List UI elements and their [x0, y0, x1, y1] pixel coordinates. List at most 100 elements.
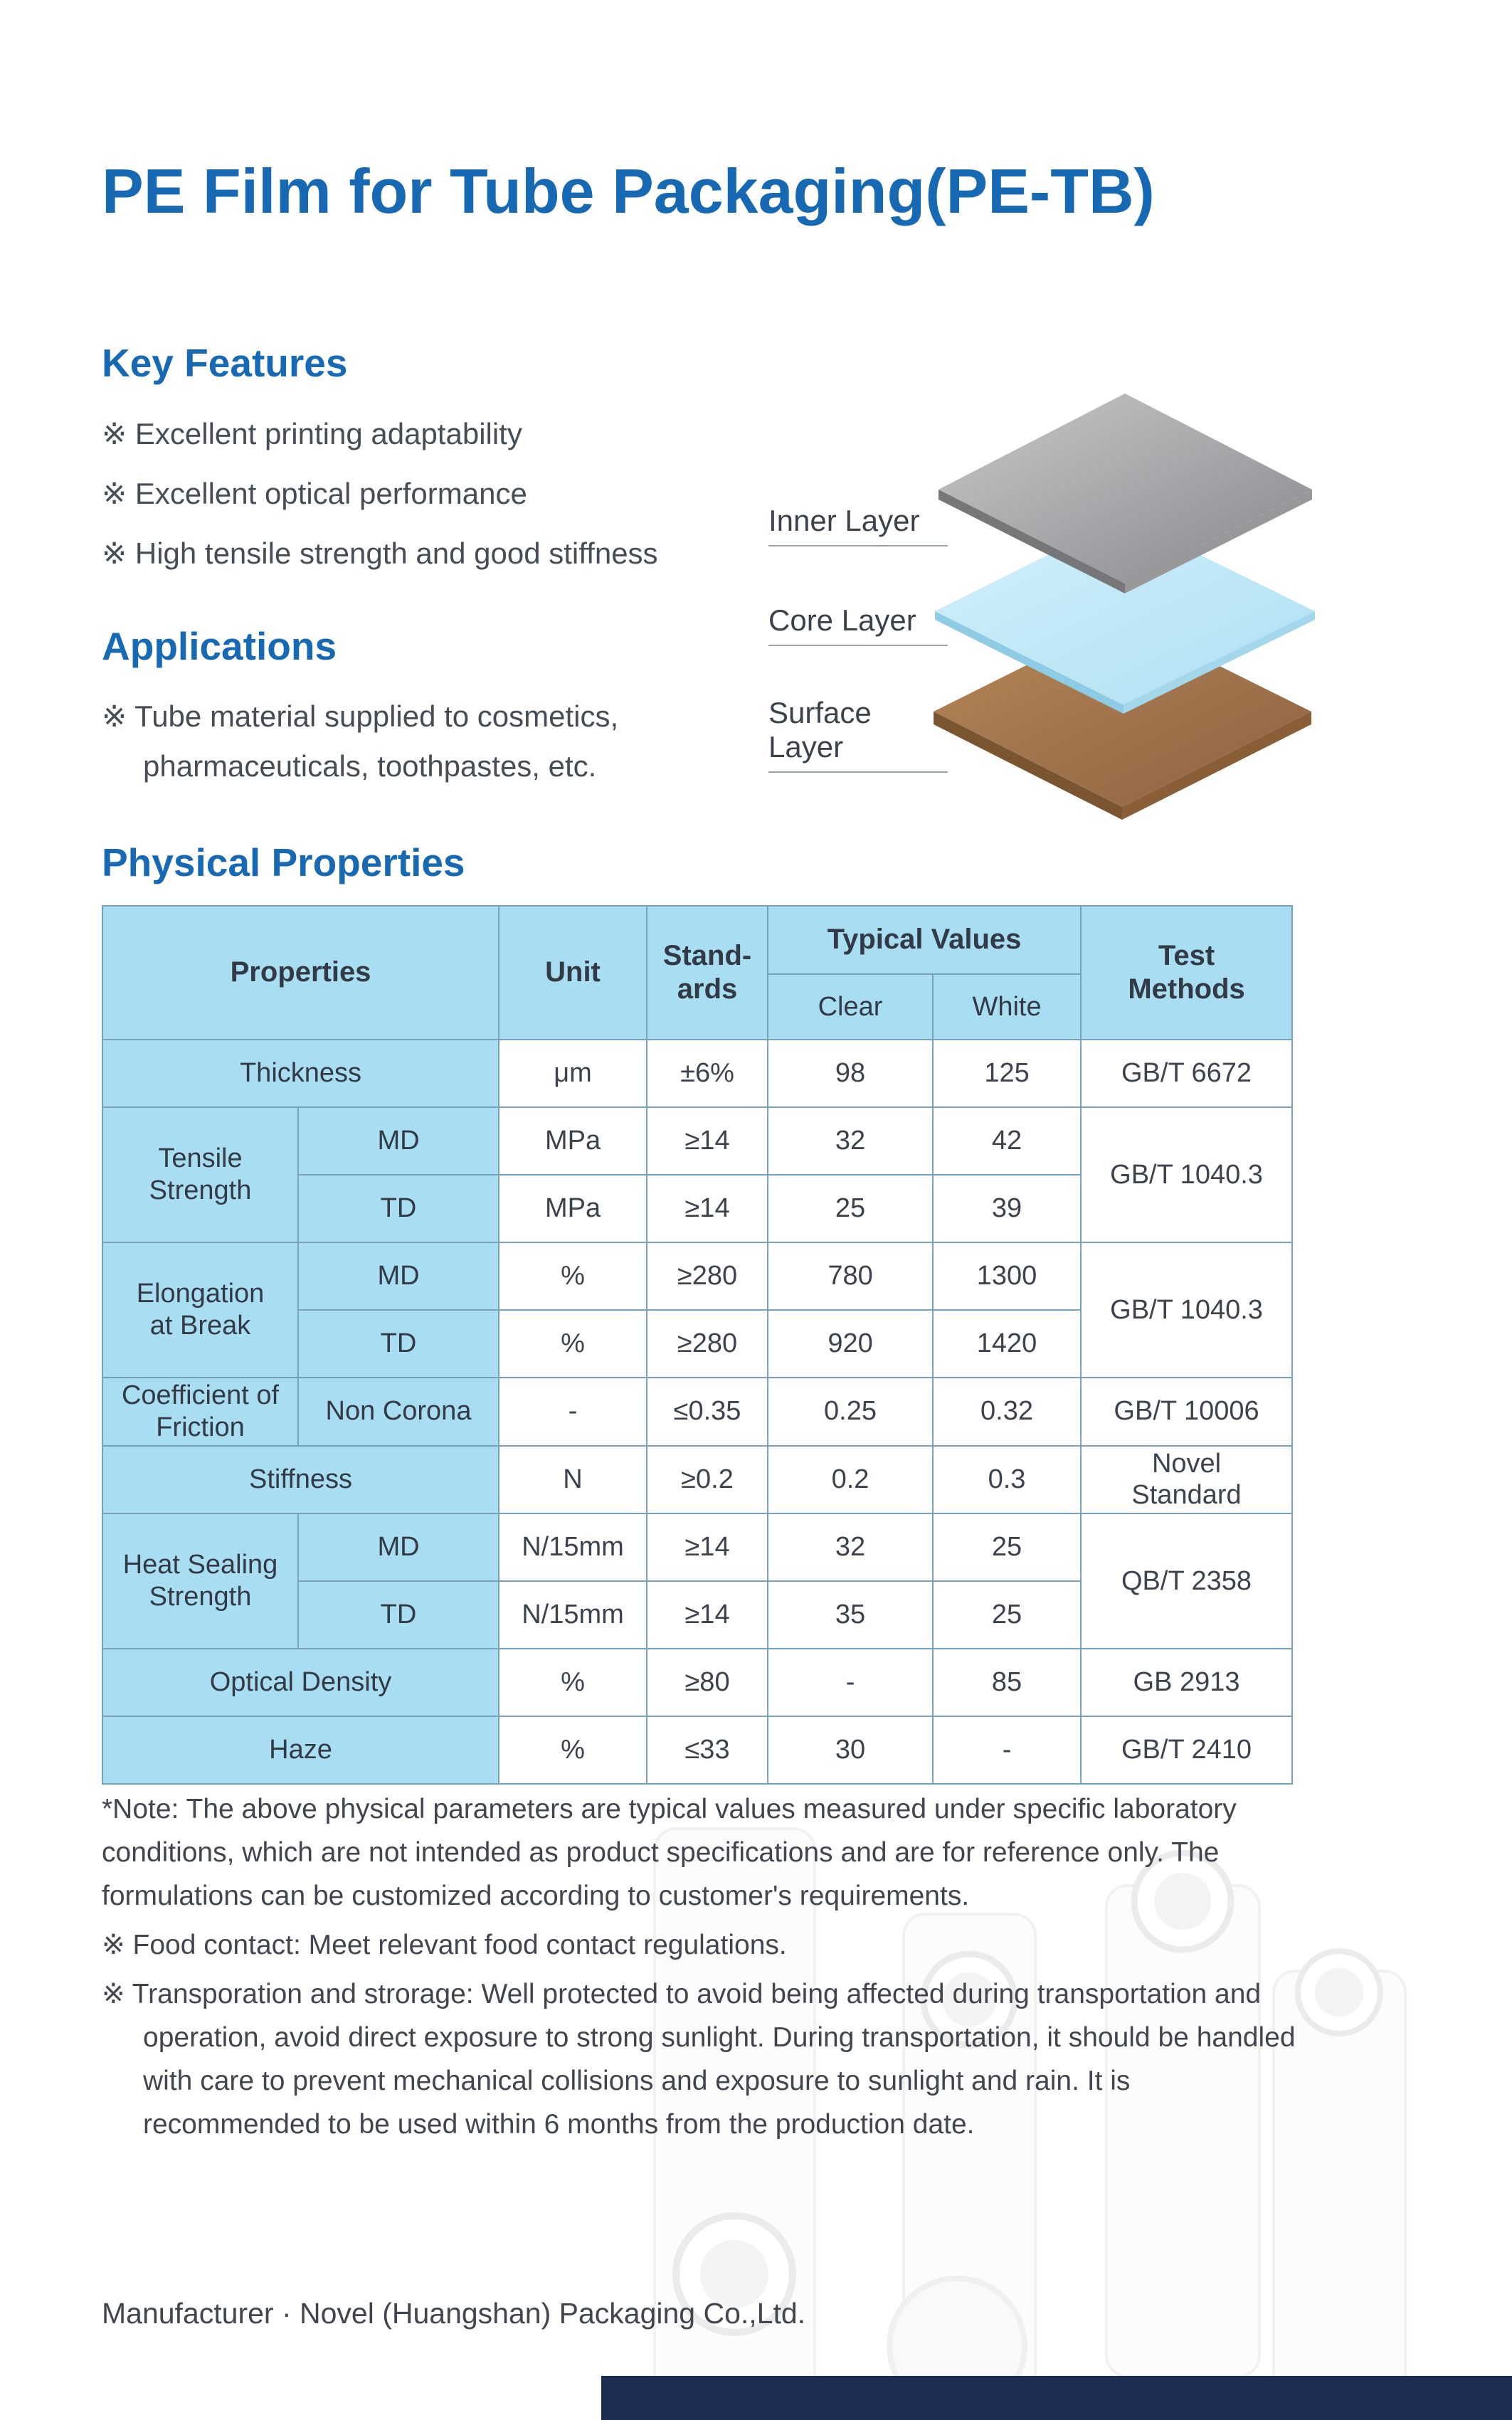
table-cell: MD	[297, 1513, 500, 1582]
table-cell: -	[932, 1716, 1082, 1785]
table-cell: 0.32	[932, 1377, 1082, 1447]
table-cell: 32	[767, 1106, 934, 1175]
background-tubes-illustration	[653, 1827, 1407, 2420]
table-cell: TD	[297, 1580, 500, 1650]
table-header-cell: Stand- ards	[646, 905, 769, 1040]
applications-section: Applications ※ Tube material supplied to…	[102, 623, 742, 791]
table-cell: -	[498, 1377, 648, 1447]
table-cell: ≤33	[646, 1716, 769, 1785]
inner-layer-shape	[939, 393, 1312, 593]
table-cell: Non Corona	[297, 1377, 500, 1447]
table-cell: GB/T 1040.3	[1080, 1106, 1294, 1243]
applications-heading: Applications	[102, 624, 337, 668]
table-header-cell: Clear	[767, 973, 934, 1040]
table-cell: N/15mm	[498, 1580, 648, 1650]
footer-accent-bar	[601, 2376, 1512, 2420]
table-cell: MPa	[498, 1106, 648, 1175]
table-cell: GB/T 2410	[1080, 1716, 1294, 1785]
table-row: Optical Density % ≥80 - 85 GB 2913	[101, 1648, 1294, 1718]
table-cell: MPa	[498, 1174, 648, 1243]
table-header-cell: Properties	[101, 905, 500, 1040]
table-cell: 32	[767, 1513, 934, 1582]
table-header-cell: White	[932, 973, 1082, 1040]
table-cell: 25	[767, 1174, 934, 1243]
transport-storage-note: ※ Transporation and strorage: Well prote…	[102, 1979, 1296, 2140]
core-layer-shape	[935, 517, 1315, 714]
table-cell: MD	[297, 1106, 500, 1175]
table-row: TD % ≥280 920 1420	[102, 1309, 1292, 1378]
applications-text: ※ Tube material supplied to cosmetics, p…	[102, 699, 619, 783]
table-cell: 42	[932, 1106, 1082, 1175]
table-cell: μm	[498, 1039, 648, 1108]
physical-properties-heading: Physical Properties	[102, 840, 465, 884]
table-subheader-row: Clear White	[102, 973, 1292, 1040]
table-cell: %	[498, 1309, 648, 1378]
film-layer-diagram: Inner Layer Core Layer Surface Layer	[765, 391, 1355, 833]
table-cell: ±6%	[646, 1039, 769, 1108]
table-cell: ≥0.2	[646, 1444, 769, 1515]
table-cell: ≥14	[646, 1580, 769, 1650]
table-cell: N	[498, 1444, 648, 1515]
table-cell: 0.2	[767, 1444, 934, 1515]
table-cell: GB 2913	[1080, 1648, 1294, 1718]
table-header-cell: Typical Values	[767, 905, 1082, 975]
table-row: TD MPa ≥14 25 39	[102, 1174, 1292, 1243]
table-cell: GB/T 10006	[1080, 1377, 1294, 1447]
table-row: Heat Sealing Strength MD N/15mm ≥14 32 2…	[102, 1513, 1294, 1650]
food-contact-note: ※ Food contact: Meet relevant food conta…	[102, 1930, 787, 1960]
table-cell: 1420	[932, 1309, 1082, 1378]
table-row: TD N/15mm ≥14 35 25	[102, 1580, 1292, 1650]
table-cell: MD	[297, 1242, 500, 1311]
layer-stack-illustration	[934, 393, 1315, 820]
table-cell: Optical Density	[101, 1648, 500, 1718]
physical-properties-table: Properties Unit Stand- ards Typical Valu…	[101, 905, 1294, 1785]
table-cell: 0.3	[932, 1444, 1082, 1515]
physical-properties-section: Physical Properties Properties Unit Stan…	[101, 840, 1294, 1785]
manufacturer-line: Manufacturer · Novel (Huangshan) Packagi…	[102, 2297, 806, 2330]
table-cell: 35	[767, 1580, 934, 1650]
table-cell: ≤0.35	[646, 1377, 769, 1447]
table-cell: 0.25	[767, 1377, 934, 1447]
table-cell: ≥14	[646, 1513, 769, 1582]
table-cell: Stiffness	[101, 1444, 500, 1515]
table-cell: -	[767, 1648, 934, 1718]
table-cell: Tensile Strength	[102, 1106, 299, 1243]
table-cell: N/15mm	[498, 1513, 648, 1582]
page-title: PE Film for Tube Packaging(PE-TB)	[102, 156, 1155, 226]
feature-item: ※ Excellent printing adaptability	[102, 417, 522, 450]
table-cell: TD	[297, 1174, 500, 1243]
table-cell: GB/T 1040.3	[1080, 1242, 1294, 1378]
table-header-cell: Unit	[498, 905, 648, 1040]
table-cell: 30	[767, 1716, 934, 1785]
table-cell: 25	[932, 1580, 1082, 1650]
table-cell: %	[498, 1242, 648, 1311]
table-header-row: Properties Unit Stand- ards Typical Valu…	[101, 905, 1294, 1040]
table-cell: Heat Sealing Strength	[102, 1513, 299, 1650]
notes-section: *Note: The above physical parameters are…	[102, 1787, 1315, 2146]
table-cell: Elongation at Break	[102, 1242, 299, 1378]
table-cell: %	[498, 1716, 648, 1785]
note-text: *Note: The above physical parameters are…	[102, 1794, 1237, 1911]
table-row: Coefficient of Friction Non Corona - ≤0.…	[102, 1377, 1294, 1447]
table-row: Thickness μm ±6% 98 125 GB/T 6672	[101, 1039, 1294, 1108]
inner-layer-label: Inner Layer	[768, 504, 948, 546]
table-cell: QB/T 2358	[1080, 1513, 1294, 1650]
table-cell: Haze	[101, 1716, 500, 1785]
table-cell: 780	[767, 1242, 934, 1311]
core-layer-label: Core Layer	[768, 603, 948, 646]
table-cell: 98	[767, 1039, 934, 1108]
table-row: Tensile Strength MD MPa ≥14 32 42 GB/T 1…	[102, 1106, 1294, 1243]
table-cell: ≥14	[646, 1106, 769, 1175]
feature-item: ※ Excellent optical performance	[102, 477, 527, 510]
table-cell: 39	[932, 1174, 1082, 1243]
table-cell: 1300	[932, 1242, 1082, 1311]
table-cell: Thickness	[101, 1039, 500, 1108]
table-cell: ≥280	[646, 1309, 769, 1378]
table-cell: %	[498, 1648, 648, 1718]
table-cell: ≥80	[646, 1648, 769, 1718]
table-row: Haze % ≤33 30 - GB/T 2410	[101, 1716, 1294, 1785]
table-cell: ≥14	[646, 1174, 769, 1243]
table-cell: 25	[932, 1513, 1082, 1582]
table-cell: ≥280	[646, 1242, 769, 1311]
table-header-cell: Test Methods	[1080, 905, 1294, 1040]
